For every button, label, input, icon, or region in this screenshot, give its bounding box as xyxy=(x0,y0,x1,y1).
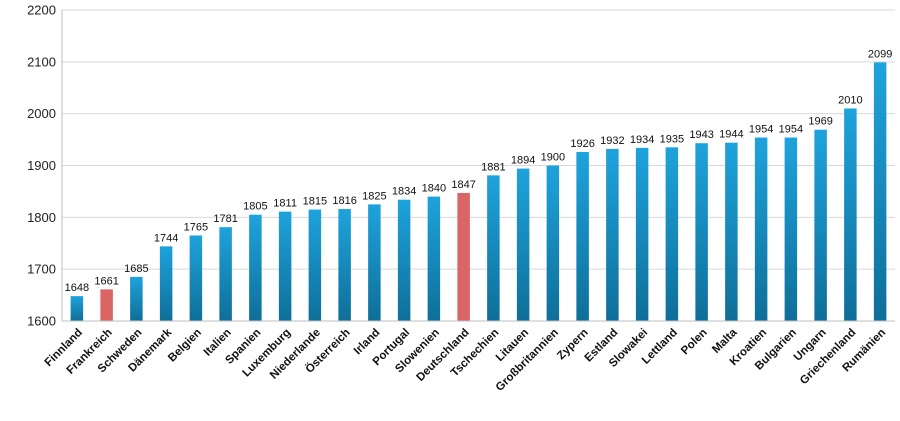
data-label: 1894 xyxy=(511,155,535,167)
y-tick-label: 1600 xyxy=(27,314,56,329)
bar xyxy=(487,175,500,321)
data-label: 1943 xyxy=(689,129,713,141)
data-label: 1744 xyxy=(154,232,178,244)
y-tick-label: 1700 xyxy=(27,262,56,277)
bar xyxy=(249,214,262,321)
bar xyxy=(844,108,857,321)
data-label: 1934 xyxy=(630,134,654,146)
bar xyxy=(725,142,738,321)
data-label: 2099 xyxy=(868,48,892,60)
data-label: 1765 xyxy=(184,221,208,233)
y-tick-label: 1800 xyxy=(27,210,56,225)
data-label: 2010 xyxy=(838,94,862,106)
bar xyxy=(397,199,411,321)
data-labels: 1648 1661 1685 1744 1765 1781 1805 1811 1815 1816… xyxy=(65,48,893,294)
data-label: 1661 xyxy=(94,275,118,287)
data-label: 1944 xyxy=(719,129,743,141)
bar xyxy=(189,235,203,321)
data-label: 1954 xyxy=(749,124,773,136)
bar xyxy=(70,296,84,321)
data-label: 1847 xyxy=(451,179,475,191)
bar xyxy=(516,168,530,321)
data-label: 1834 xyxy=(392,186,416,198)
bar xyxy=(427,196,441,321)
bar xyxy=(159,246,173,321)
bar xyxy=(665,147,679,321)
data-label: 1811 xyxy=(273,198,297,210)
bar xyxy=(695,143,708,321)
data-label: 1969 xyxy=(808,116,832,128)
bar xyxy=(754,137,768,321)
bar xyxy=(576,152,589,321)
x-tick-label: Belgien xyxy=(166,327,204,365)
y-tick-label: 1900 xyxy=(27,158,56,173)
data-label: 1954 xyxy=(779,124,803,136)
bar xyxy=(278,211,292,321)
bar xyxy=(308,209,322,321)
y-tick-label: 2200 xyxy=(27,3,56,18)
data-label: 1648 xyxy=(65,282,89,294)
data-label: 1816 xyxy=(332,195,356,207)
bar xyxy=(814,129,827,321)
data-label: 1840 xyxy=(422,183,446,195)
y-tick-label: 2000 xyxy=(27,106,56,121)
data-label: 1781 xyxy=(213,213,237,225)
data-label: 1900 xyxy=(541,152,565,164)
bar xyxy=(100,289,113,321)
bar xyxy=(219,227,232,321)
data-label: 1815 xyxy=(303,196,327,208)
y-axis-ticks: 1600 1700 1800 1900 2000 2100 2200 xyxy=(27,3,56,329)
bar xyxy=(784,137,798,321)
bars xyxy=(70,62,887,322)
data-label: 1881 xyxy=(481,161,505,173)
bar xyxy=(606,148,619,321)
x-tick-label: Polen xyxy=(679,327,710,358)
data-label: 1805 xyxy=(243,201,267,213)
data-label: 1825 xyxy=(362,190,386,202)
bar xyxy=(635,147,649,321)
data-label: 1932 xyxy=(600,135,624,147)
bar xyxy=(368,204,381,321)
data-label: 1935 xyxy=(660,133,684,145)
bar xyxy=(338,209,351,321)
bar xyxy=(457,192,470,321)
x-axis-ticks: FinnlandFrankreichSchwedenDänemarkBelgie… xyxy=(43,326,889,394)
data-label: 1685 xyxy=(124,263,148,275)
y-tick-label: 2100 xyxy=(27,54,56,69)
data-label: 1926 xyxy=(570,138,594,150)
bar xyxy=(546,165,560,321)
bar xyxy=(130,276,143,321)
bar xyxy=(873,62,887,322)
